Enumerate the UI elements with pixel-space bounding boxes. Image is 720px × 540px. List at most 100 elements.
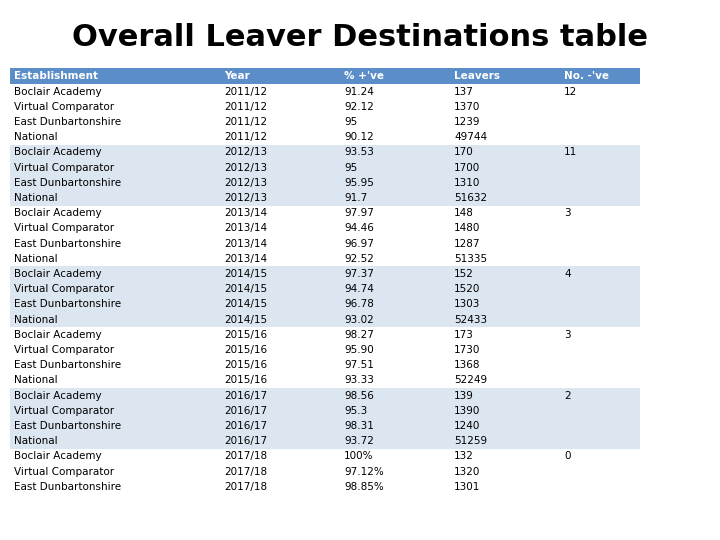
Bar [340,327,450,342]
Text: 93.02: 93.02 [344,315,374,325]
Bar [560,312,640,327]
Bar [340,160,450,175]
Bar [450,221,560,236]
Bar [560,297,640,312]
Text: 98.85%: 98.85% [344,482,384,492]
Text: 2013/14: 2013/14 [224,239,267,248]
Text: 1240: 1240 [454,421,480,431]
Text: 93.33: 93.33 [344,375,374,386]
Text: 139: 139 [454,390,474,401]
Bar [220,418,340,434]
Bar [220,297,340,312]
Text: 98.31: 98.31 [344,421,374,431]
Bar [560,145,640,160]
Bar [560,403,640,418]
Bar [220,160,340,175]
Bar [10,251,220,266]
Bar [450,327,560,342]
Text: Virtual Comparator: Virtual Comparator [14,284,114,294]
Text: 1730: 1730 [454,345,480,355]
Text: East Dunbartonshire: East Dunbartonshire [14,482,121,492]
Bar [10,327,220,342]
Bar [340,251,450,266]
Text: 51259: 51259 [454,436,487,446]
Bar [220,449,340,464]
Text: 2012/13: 2012/13 [224,178,267,188]
Bar [560,114,640,130]
Text: 2013/14: 2013/14 [224,224,267,233]
Bar [340,84,450,99]
Text: 51335: 51335 [454,254,487,264]
Text: Virtual Comparator: Virtual Comparator [14,224,114,233]
Text: 3: 3 [564,330,571,340]
Text: Virtual Comparator: Virtual Comparator [14,102,114,112]
Bar [220,145,340,160]
Bar [450,160,560,175]
Text: 2015/16: 2015/16 [224,345,267,355]
Text: 2012/13: 2012/13 [224,193,267,203]
Bar [10,281,220,297]
Text: 148: 148 [454,208,474,218]
Bar [340,312,450,327]
Text: 92.52: 92.52 [344,254,374,264]
Text: 90.12: 90.12 [344,132,374,142]
Bar [450,434,560,449]
Text: 152: 152 [454,269,474,279]
Bar [560,479,640,495]
Bar [340,479,450,495]
Bar [340,68,450,84]
Text: 1310: 1310 [454,178,480,188]
Text: National: National [14,193,58,203]
Text: 0: 0 [564,451,570,461]
Bar [10,266,220,281]
Text: 94.46: 94.46 [344,224,374,233]
Text: Boclair Academy: Boclair Academy [14,147,102,157]
Text: 98.27: 98.27 [344,330,374,340]
Bar [560,266,640,281]
Text: Virtual Comparator: Virtual Comparator [14,406,114,416]
Text: 2016/17: 2016/17 [224,421,267,431]
Text: Boclair Academy: Boclair Academy [14,330,102,340]
Bar [10,312,220,327]
Text: National: National [14,315,58,325]
Bar [220,281,340,297]
Bar [220,373,340,388]
Bar [220,99,340,114]
Text: 1390: 1390 [454,406,480,416]
Bar [450,99,560,114]
Bar [10,221,220,236]
Bar [340,236,450,251]
Text: 2011/12: 2011/12 [224,132,267,142]
Bar [10,175,220,191]
Text: 1700: 1700 [454,163,480,173]
Bar [450,312,560,327]
Bar [560,434,640,449]
Bar [220,464,340,479]
Bar [560,449,640,464]
Bar [450,449,560,464]
Bar [340,221,450,236]
Bar [560,236,640,251]
Bar [10,388,220,403]
Text: 1301: 1301 [454,482,480,492]
Text: 2015/16: 2015/16 [224,375,267,386]
Bar [560,221,640,236]
Text: 100%: 100% [344,451,374,461]
Text: National: National [14,254,58,264]
Text: 12: 12 [564,86,577,97]
Text: 94.74: 94.74 [344,284,374,294]
Text: Boclair Academy: Boclair Academy [14,451,102,461]
Text: Virtual Comparator: Virtual Comparator [14,467,114,477]
Bar [450,418,560,434]
Bar [450,84,560,99]
Text: 95.95: 95.95 [344,178,374,188]
Bar [220,130,340,145]
Text: 95.90: 95.90 [344,345,374,355]
Text: 96.78: 96.78 [344,299,374,309]
Bar [450,357,560,373]
Bar [220,327,340,342]
Text: 2016/17: 2016/17 [224,390,267,401]
Text: Virtual Comparator: Virtual Comparator [14,163,114,173]
Bar [10,449,220,464]
Text: 2015/16: 2015/16 [224,360,267,370]
